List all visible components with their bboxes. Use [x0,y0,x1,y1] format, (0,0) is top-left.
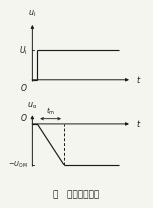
Text: $-U_{\rm OM}$: $-U_{\rm OM}$ [8,160,27,170]
Text: 图   积分电路波形: 图 积分电路波形 [53,191,100,200]
Text: $t$: $t$ [136,74,141,85]
Text: $u_{\rm o}$: $u_{\rm o}$ [27,100,37,111]
Text: $O$: $O$ [20,112,27,123]
Text: $u_{\rm i}$: $u_{\rm i}$ [28,9,36,19]
Text: $t_{\rm m}$: $t_{\rm m}$ [46,105,55,116]
Text: $t$: $t$ [136,118,141,129]
Text: $U_{\rm i}$: $U_{\rm i}$ [19,44,27,57]
Text: $O$: $O$ [20,82,27,93]
